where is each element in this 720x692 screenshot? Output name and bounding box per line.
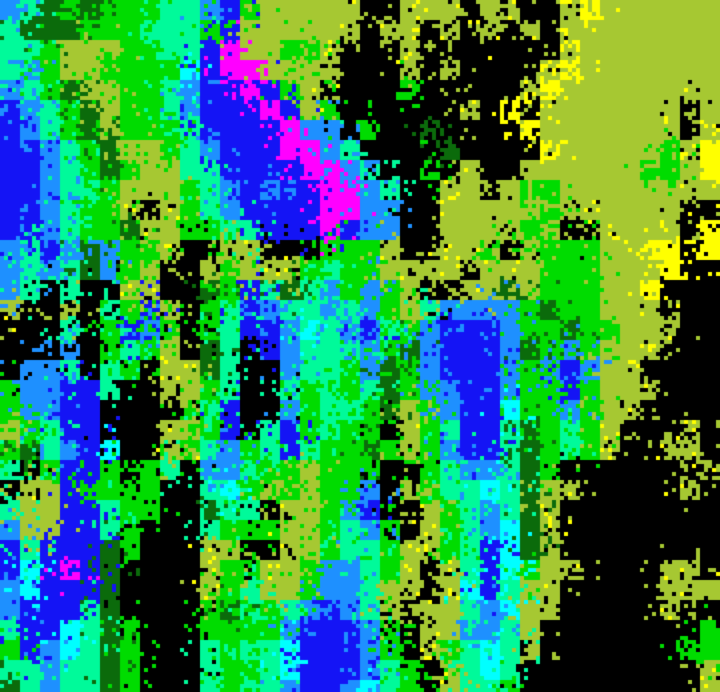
radar-viewport xyxy=(0,0,720,692)
weather-radar-image-canvas xyxy=(0,0,720,692)
